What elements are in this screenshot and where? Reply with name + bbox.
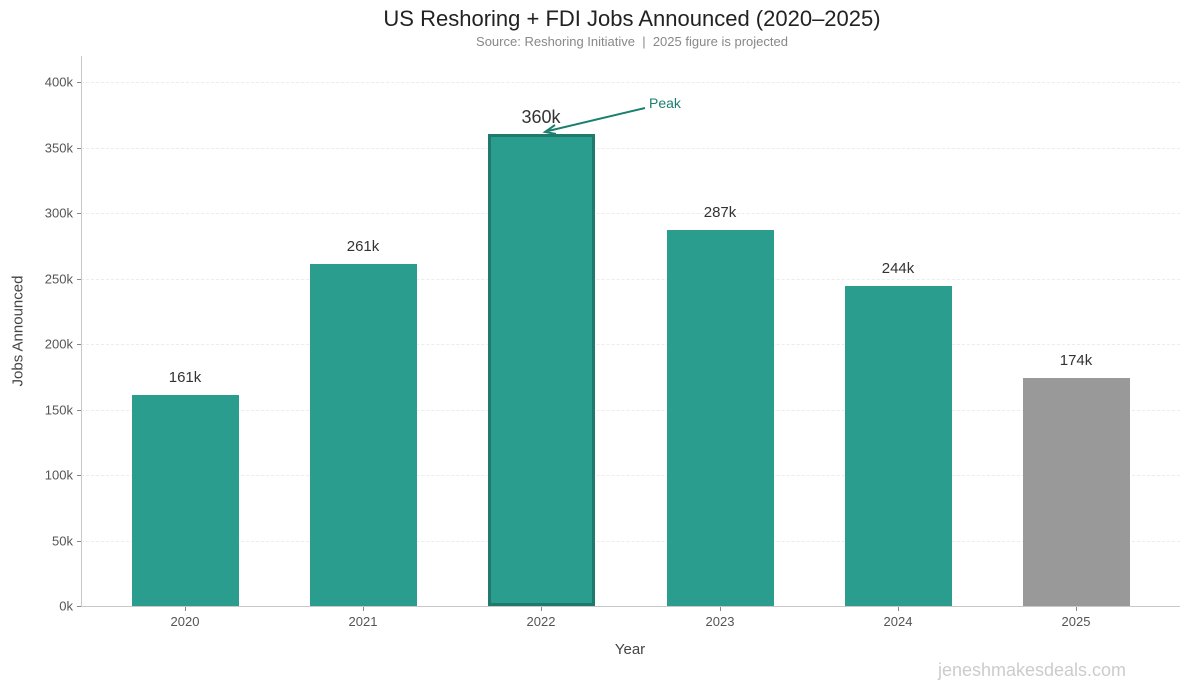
bar-2025 (1022, 378, 1130, 606)
y-tick-mark (77, 82, 81, 83)
x-tick-label: 2022 (526, 614, 556, 629)
bar-value-label: 261k (346, 238, 380, 256)
y-tick-label: 100k (44, 467, 73, 483)
chart-subtitle: Source: Reshoring Initiative | 2025 figu… (476, 34, 788, 49)
bar-2022 (487, 134, 595, 606)
watermark: jeneshmakesdeals.com (937, 660, 1127, 680)
x-tick-mark (898, 607, 899, 611)
bar-value-label: 174k (1059, 352, 1093, 370)
gridline (81, 279, 1180, 280)
y-tick-mark (77, 213, 81, 214)
x-tick-mark (363, 607, 364, 611)
gridline (81, 475, 1180, 476)
bar-2020 (131, 395, 239, 606)
gridline (81, 82, 1180, 83)
bar-2024 (844, 286, 952, 606)
x-axis-line (81, 606, 1180, 607)
bar-value-label: 244k (881, 260, 915, 278)
gridline (81, 410, 1180, 411)
gridline (81, 344, 1180, 345)
y-tick-mark (77, 541, 81, 542)
bar-2021 (309, 264, 417, 606)
gridline (81, 148, 1180, 149)
y-axis-line (81, 56, 82, 607)
bar-value-label: 360k (521, 107, 561, 128)
y-tick-mark (77, 606, 81, 607)
x-tick-mark (541, 607, 542, 611)
gridline (81, 541, 1180, 542)
bar-value-label: 287k (703, 204, 737, 222)
y-axis-label: Jobs Announced (9, 275, 27, 387)
gridline (81, 213, 1180, 214)
y-tick-label: 0k (59, 598, 73, 614)
x-tick-label: 2025 (1061, 614, 1091, 629)
y-tick-label: 350k (44, 140, 73, 156)
x-tick-mark (185, 607, 186, 611)
x-tick-label: 2021 (348, 614, 378, 629)
y-tick-label: 50k (52, 533, 73, 549)
y-tick-mark (77, 148, 81, 149)
y-tick-mark (77, 410, 81, 411)
x-tick-label: 2023 (705, 614, 735, 629)
bar-value-label: 161k (168, 369, 202, 387)
y-tick-label: 250k (44, 271, 73, 287)
y-tick-label: 200k (44, 336, 73, 352)
y-tick-label: 150k (44, 402, 73, 418)
bar-2023 (666, 230, 774, 606)
x-tick-label: 2024 (883, 614, 913, 629)
peak-annotation: Peak (649, 95, 681, 111)
y-tick-mark (77, 344, 81, 345)
y-tick-mark (77, 279, 81, 280)
x-tick-mark (720, 607, 721, 611)
y-tick-mark (77, 475, 81, 476)
x-axis-label: Year (614, 641, 646, 658)
x-tick-label: 2020 (170, 614, 200, 629)
x-tick-mark (1076, 607, 1077, 611)
y-tick-label: 300k (44, 205, 73, 221)
y-tick-label: 400k (44, 74, 73, 90)
chart-title: US Reshoring + FDI Jobs Announced (2020–… (383, 6, 881, 31)
